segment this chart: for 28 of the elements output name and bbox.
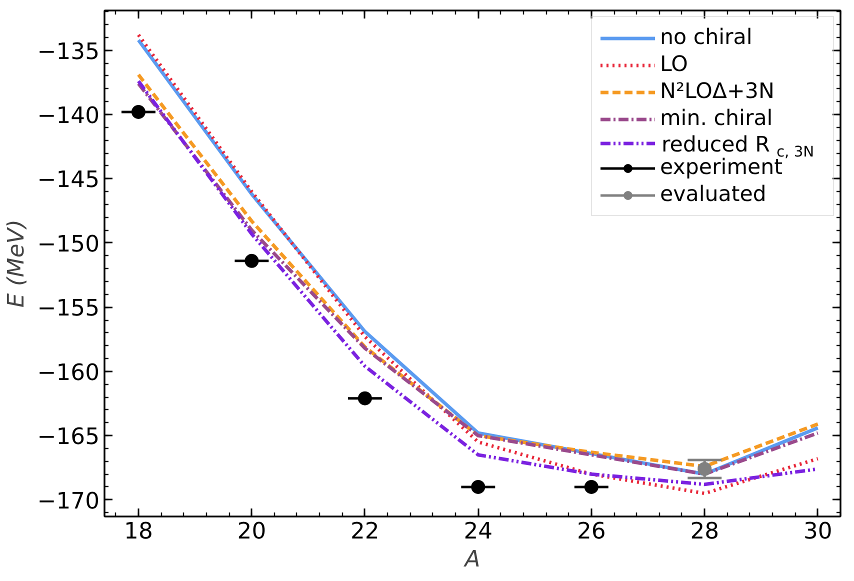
point — [584, 480, 598, 494]
y-tick-label: −160 — [37, 360, 100, 386]
x-tick-label: 30 — [803, 518, 832, 544]
legend-label: LO — [660, 52, 689, 77]
point — [244, 254, 259, 268]
x-tick-label: 28 — [690, 518, 720, 544]
y-tick-label: −170 — [37, 488, 100, 514]
y-tick-label: −135 — [37, 38, 100, 65]
legend-label: evaluated — [660, 182, 768, 207]
point — [358, 391, 372, 406]
x-tick-label: 18 — [124, 518, 153, 544]
y-tick-label: −145 — [37, 167, 100, 194]
y-axis-title: E (MeV) — [3, 219, 30, 308]
x-tick-label: 20 — [237, 518, 266, 544]
point — [131, 104, 146, 119]
y-tick-label: −150 — [37, 231, 100, 258]
x-tick-label: 24 — [464, 518, 493, 544]
point — [698, 462, 712, 476]
x-tick-label: 22 — [350, 518, 380, 544]
x-axis-title: A — [462, 546, 480, 572]
y-tick-label: −140 — [37, 103, 100, 130]
legend-label: min. chiral — [660, 106, 774, 131]
y-tick-label: −165 — [37, 424, 100, 450]
y-tick-label: −155 — [37, 296, 100, 322]
legend-label: N²LOΔ+3N — [660, 79, 776, 104]
x-tick-label: 26 — [576, 518, 606, 544]
legend-label: no chiral — [660, 25, 754, 50]
point — [471, 480, 486, 494]
